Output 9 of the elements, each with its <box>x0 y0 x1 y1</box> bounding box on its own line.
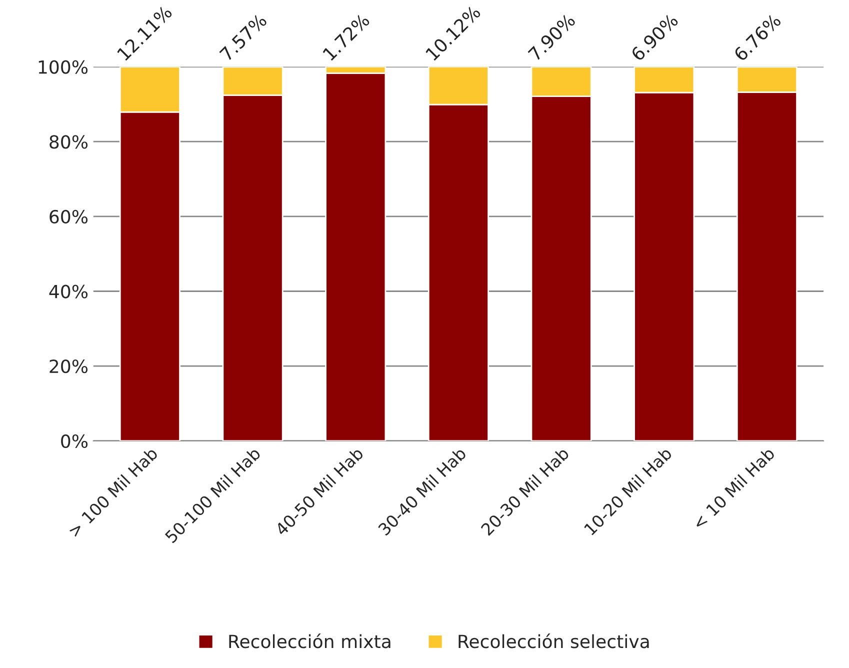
y-tick-label: 100% <box>38 60 88 74</box>
y-tick-label: 20% <box>50 360 88 374</box>
legend-label: Recolección selectiva <box>458 634 649 648</box>
y-tick-label: 80% <box>50 135 88 149</box>
y-tick-label: 0% <box>61 434 88 448</box>
y-tick-label: 40% <box>49 284 88 298</box>
y-tick-label: 60% <box>50 210 88 224</box>
legend-label: Recolección mixta <box>229 634 390 648</box>
x-tick-label: < 10 Mil Hab <box>692 446 776 530</box>
